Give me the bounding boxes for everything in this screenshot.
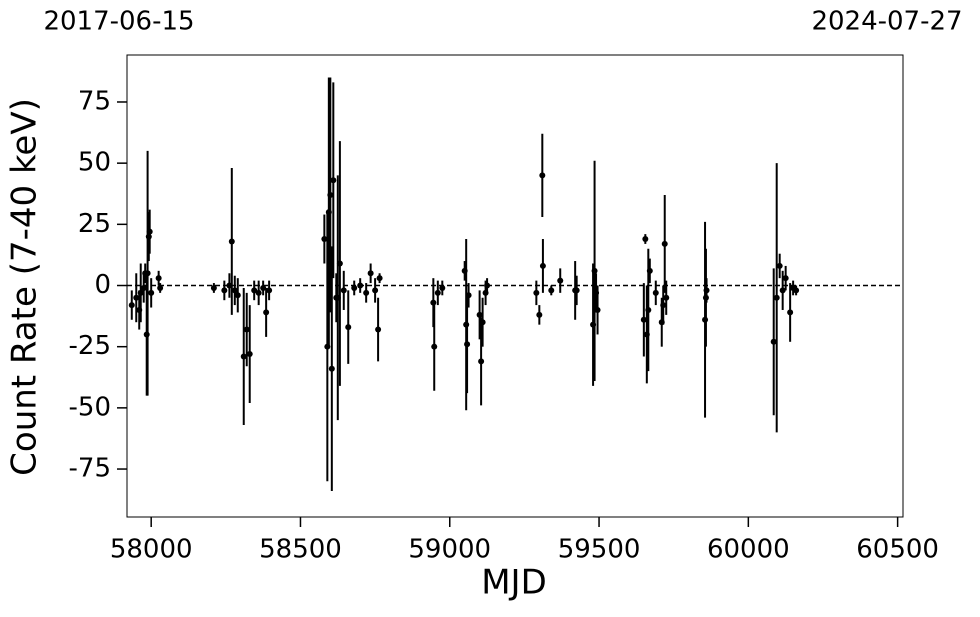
data-point: [240, 353, 247, 360]
data-point: [484, 282, 491, 289]
data-point: [148, 289, 155, 296]
data-point: [231, 287, 238, 294]
data-point: [128, 302, 135, 309]
data-point: [157, 284, 164, 291]
data-point: [770, 338, 777, 345]
data-point: [210, 284, 217, 291]
data-point: [327, 191, 334, 198]
data-point: [642, 236, 649, 243]
data-point: [773, 294, 780, 301]
data-point: [367, 270, 374, 277]
data-point: [793, 287, 800, 294]
data-point: [140, 284, 147, 291]
data-point: [263, 309, 270, 316]
top-date-label: 2024-07-27: [811, 7, 962, 37]
data-point: [243, 326, 250, 333]
data-point: [703, 287, 710, 294]
data-point: [221, 287, 228, 294]
x-tick-label: 58000: [110, 535, 193, 565]
x-tick-label: 60500: [856, 535, 939, 565]
data-point: [652, 289, 659, 296]
data-point: [779, 287, 786, 294]
data-point: [363, 289, 370, 296]
data-point: [548, 287, 555, 294]
data-point: [573, 287, 580, 294]
x-tick-label: 59500: [558, 535, 641, 565]
data-point: [646, 267, 653, 274]
data-point: [357, 282, 364, 289]
data-point: [594, 306, 601, 313]
data-point: [787, 309, 794, 316]
data-point: [144, 270, 151, 277]
data-point: [465, 292, 472, 299]
data-point: [328, 365, 335, 372]
data-point: [251, 287, 258, 294]
x-tick-label: 59000: [408, 535, 491, 565]
data-point: [640, 316, 647, 323]
data-point: [536, 311, 543, 318]
data-point: [782, 275, 789, 282]
top-date-label: 2017-06-15: [43, 7, 194, 37]
y-axis-label: Count Rate (7-40 keV): [5, 98, 45, 476]
data-point: [155, 275, 162, 282]
data-point: [376, 275, 383, 282]
y-tick-label: -75: [69, 454, 111, 484]
y-tick-label: 75: [78, 86, 111, 116]
data-point: [539, 262, 546, 269]
data-point: [133, 294, 140, 301]
data-point: [431, 343, 438, 350]
data-point: [539, 172, 546, 179]
y-tick-label: 50: [78, 148, 111, 178]
data-point: [660, 302, 667, 309]
data-point: [260, 284, 267, 291]
data-point: [330, 177, 337, 184]
data-point: [321, 236, 328, 243]
data-point: [375, 326, 382, 333]
data-point: [336, 260, 343, 267]
data-point: [479, 319, 486, 326]
data-point: [476, 311, 483, 318]
x-axis-label: MJD: [481, 563, 547, 603]
data-point: [591, 267, 598, 274]
data-point: [478, 358, 485, 365]
data-point: [351, 284, 358, 291]
data-point: [137, 289, 144, 296]
data-point: [266, 287, 273, 294]
data-point: [246, 351, 253, 358]
data-point: [372, 287, 379, 294]
data-point: [255, 289, 262, 296]
data-point: [661, 240, 668, 247]
data-point: [645, 306, 652, 313]
data-point: [439, 284, 446, 291]
data-point: [776, 262, 783, 269]
x-tick-label: 60000: [707, 535, 790, 565]
data-point: [340, 287, 347, 294]
y-tick-label: -25: [69, 331, 111, 361]
y-tick-label: 0: [94, 270, 111, 300]
data-point: [345, 324, 352, 331]
data-point: [533, 289, 540, 296]
y-tick-label: 25: [78, 209, 111, 239]
data-point: [464, 341, 471, 348]
data-point: [228, 238, 235, 245]
data-point: [146, 228, 153, 235]
data-point: [557, 277, 564, 284]
data-point: [434, 289, 441, 296]
data-point: [234, 292, 241, 299]
data-point: [663, 294, 670, 301]
y-tick-label: -50: [69, 392, 111, 422]
x-tick-label: 58500: [259, 535, 342, 565]
